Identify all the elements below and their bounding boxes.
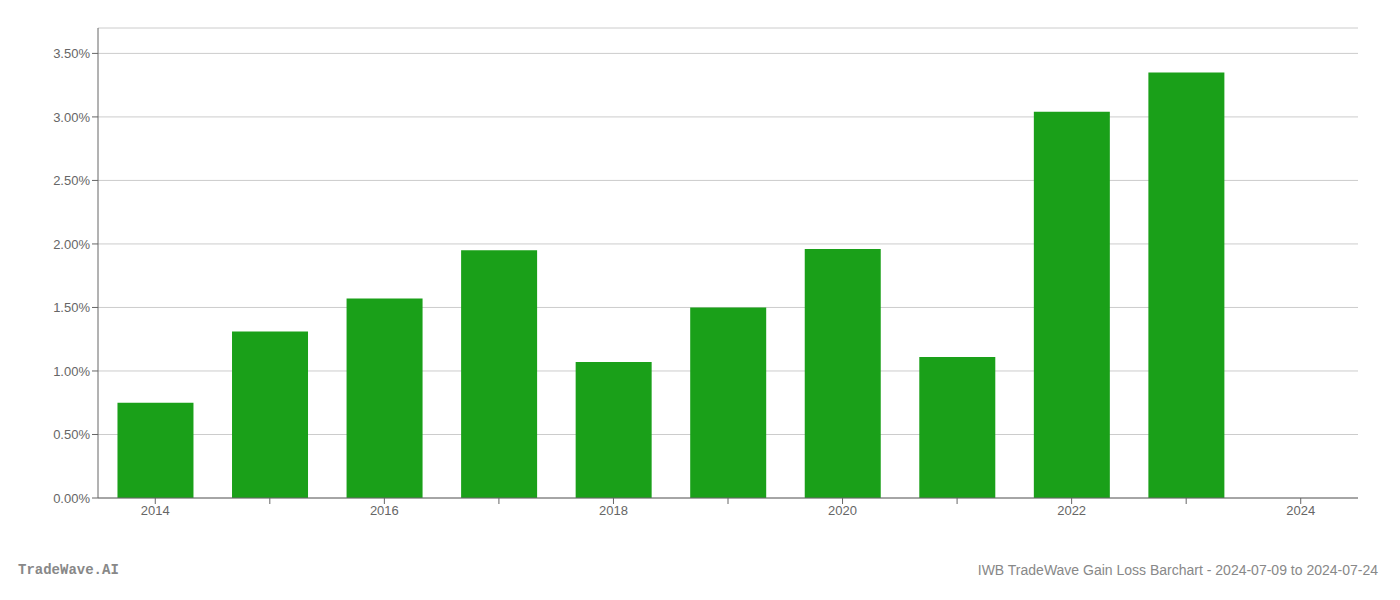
svg-text:2.00%: 2.00%	[53, 237, 90, 252]
svg-text:2020: 2020	[828, 503, 857, 518]
svg-text:2014: 2014	[141, 503, 170, 518]
svg-text:1.00%: 1.00%	[53, 364, 90, 379]
html-text:IWB TradeWave Gain Loss Barcha: IWB TradeWave Gain Loss Barchart - 2024-…	[977, 562, 1378, 578]
svg-text:2022: 2022	[1057, 503, 1086, 518]
svg-text:0.50%: 0.50%	[53, 427, 90, 442]
svg-text:2016: 2016	[370, 503, 399, 518]
svg-text:2024: 2024	[1286, 503, 1315, 518]
svg-text:3.00%: 3.00%	[53, 110, 90, 125]
svg-text:2.50%: 2.50%	[53, 173, 90, 188]
svg-text:1.50%: 1.50%	[53, 300, 90, 315]
html-text:TradeWave.AI: TradeWave.AI	[18, 562, 119, 578]
svg-text:0.00%: 0.00%	[53, 491, 90, 506]
svg-text:2018: 2018	[599, 503, 628, 518]
svg-text:3.50%: 3.50%	[53, 46, 90, 61]
